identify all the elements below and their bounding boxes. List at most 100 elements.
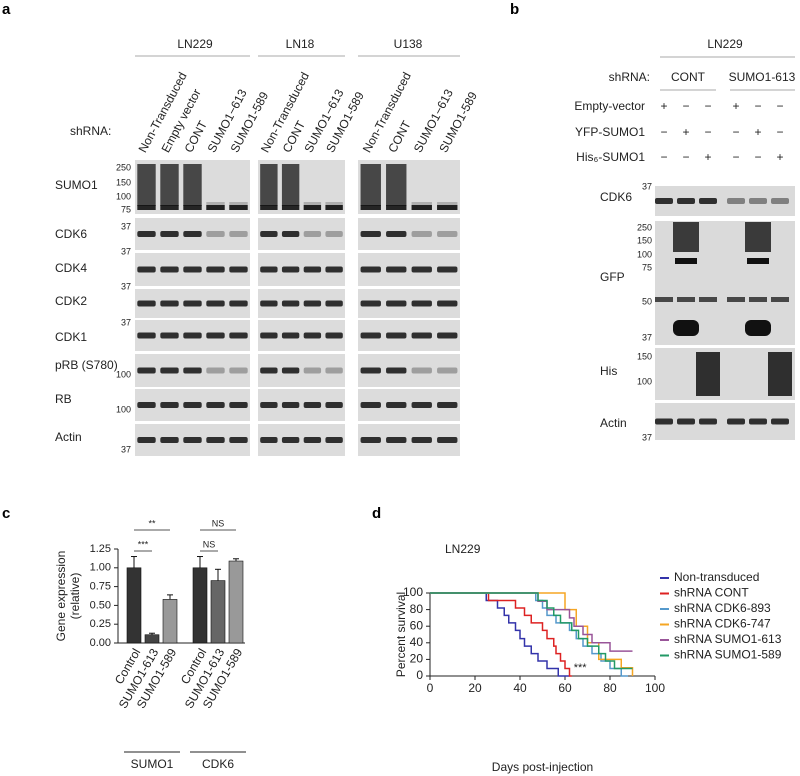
band [229, 402, 248, 408]
mw-marker: 100 [116, 369, 131, 379]
band [183, 367, 202, 374]
band [281, 437, 300, 443]
band [229, 205, 248, 210]
band [411, 402, 432, 408]
band [325, 231, 343, 237]
sign: − [776, 125, 783, 139]
band [745, 320, 771, 336]
mw-marker: 250 [116, 162, 131, 172]
band [137, 266, 156, 273]
band [675, 258, 697, 264]
band [771, 198, 789, 204]
y-tick-label: 60 [410, 618, 424, 632]
band [137, 367, 156, 374]
band [360, 437, 381, 443]
row-label: CDK4 [55, 261, 87, 275]
mw-marker: 37 [642, 332, 652, 342]
sign: + [682, 125, 689, 139]
band [137, 231, 156, 237]
shrna-group: CONT [671, 70, 706, 84]
sign: + [776, 150, 783, 164]
band [437, 367, 458, 374]
legend-label: shRNA CDK6-747 [674, 617, 771, 631]
band [303, 231, 322, 237]
band [260, 266, 278, 273]
error-bar [167, 594, 173, 600]
band [160, 402, 179, 408]
significance-label: *** [138, 539, 149, 549]
legend-label: shRNA CDK6-893 [674, 601, 771, 615]
bar [162, 599, 178, 644]
band [360, 266, 381, 273]
mw-marker: 37 [121, 221, 131, 231]
y-tick-label: 40 [410, 635, 424, 649]
mw-marker: 50 [642, 296, 652, 306]
x-tick-label: 100 [645, 681, 665, 695]
band [260, 367, 278, 374]
band [437, 205, 458, 210]
band [137, 164, 156, 206]
band [411, 437, 432, 443]
x-tick-label: 20 [468, 681, 482, 695]
panel-label: a [2, 1, 11, 18]
row-label: Actin [55, 430, 82, 444]
band [303, 332, 322, 339]
band [696, 352, 720, 396]
x-tick-label: 80 [603, 681, 617, 695]
row-label: CDK1 [55, 330, 87, 344]
band [229, 437, 248, 443]
mw-marker: 100 [116, 404, 131, 414]
band [437, 402, 458, 408]
mw-marker: 37 [121, 281, 131, 291]
band [206, 437, 225, 443]
y-tick-label: 80 [410, 602, 424, 616]
row-label: Actin [600, 416, 627, 430]
band [206, 367, 225, 374]
y-tick-label: 0 [416, 668, 423, 682]
band [325, 300, 343, 307]
band [183, 205, 202, 210]
band [160, 231, 179, 237]
band [137, 205, 156, 210]
band [437, 266, 458, 273]
mw-marker: 100 [116, 191, 131, 201]
band [160, 266, 179, 273]
survival-curve [430, 592, 634, 676]
survival-curve [430, 592, 572, 677]
chart-title: LN229 [445, 542, 481, 556]
sign: − [682, 150, 689, 164]
band [206, 231, 225, 237]
band [655, 297, 673, 302]
band [229, 367, 248, 374]
lane-label: CONT [385, 118, 414, 155]
cell-line: LN18 [286, 37, 315, 51]
band [229, 266, 248, 273]
row-label: CDK6 [600, 190, 632, 204]
band [183, 402, 202, 408]
group-label: SUMO1 [131, 757, 174, 771]
band [360, 300, 381, 307]
band [360, 205, 381, 210]
band [160, 300, 179, 307]
bar [144, 634, 160, 644]
band [281, 231, 300, 237]
sign: − [732, 125, 739, 139]
band [749, 297, 767, 302]
annotation: *** [574, 662, 588, 674]
band [183, 266, 202, 273]
y-tick-label: 0.00 [90, 637, 111, 649]
sign: − [776, 99, 783, 113]
band [386, 205, 407, 210]
shrna-group: SUMO1-613 [729, 70, 796, 84]
mw-marker: 37 [121, 317, 131, 327]
band [437, 437, 458, 443]
band [655, 418, 673, 425]
panel-label: d [372, 505, 381, 522]
band [137, 300, 156, 307]
sign: − [704, 99, 711, 113]
error-bar [131, 556, 137, 568]
band [677, 418, 695, 425]
cell-line: LN229 [177, 37, 213, 51]
band [386, 164, 407, 206]
band [727, 198, 745, 204]
